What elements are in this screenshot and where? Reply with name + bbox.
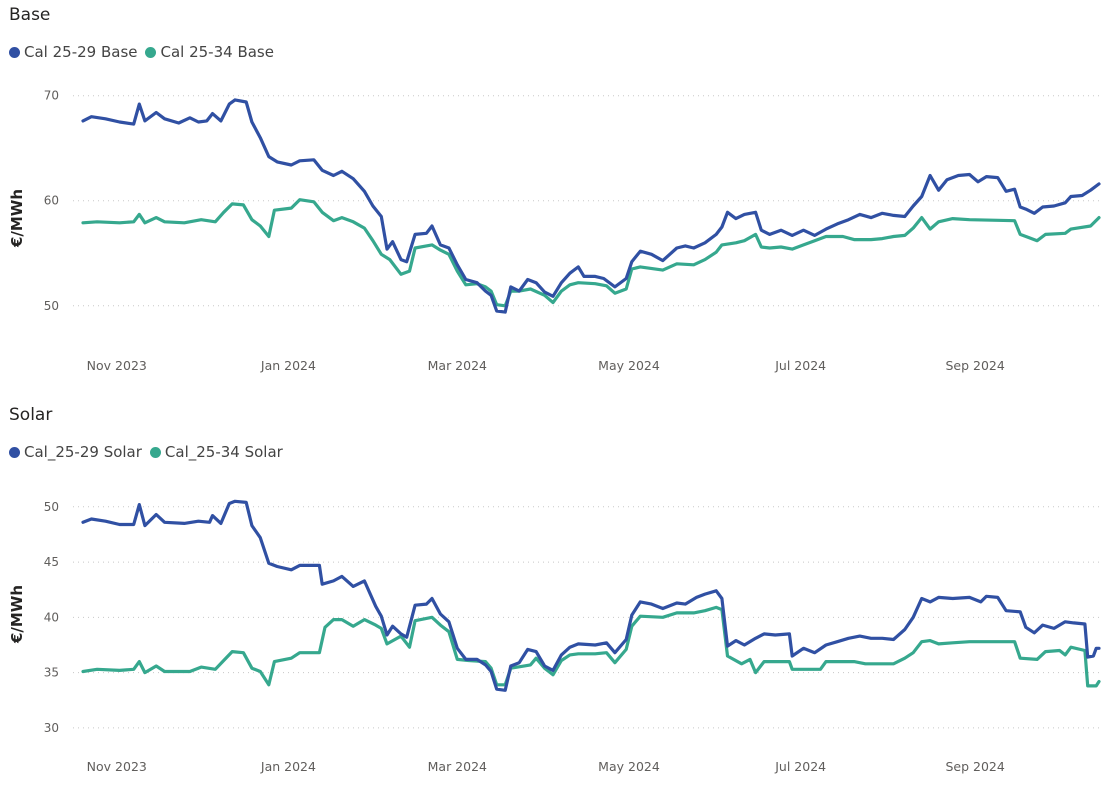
x-tick-label: May 2024	[598, 759, 660, 774]
y-tick-label: 40	[44, 610, 59, 624]
series-line-cal-25-34-base[interactable]	[81, 198, 1101, 308]
y-tick-label: 50	[44, 500, 59, 514]
legend-label: Cal_25-29 Solar	[24, 443, 142, 461]
base-chart-panel: 50 60 70 €/MWh Nov 2023 Jan 2024 Mar 2024 May 2…	[8, 5, 1102, 373]
y-tick-label: 50	[44, 299, 59, 313]
solar-legend: Cal_25-29 Solar Cal_25-34 Solar	[9, 443, 291, 461]
x-tick-label: Jan 2024	[260, 358, 316, 373]
legend-item-cal25-34-solar[interactable]: Cal_25-34 Solar	[149, 443, 283, 461]
legend-dot-icon	[145, 46, 157, 58]
x-tick-label: Sep 2024	[945, 358, 1004, 373]
x-tick-label: Jan 2024	[260, 759, 316, 774]
base-legend: Cal 25-29 Base Cal 25-34 Base	[9, 43, 282, 61]
x-tick-label: May 2024	[598, 358, 660, 373]
solar-chart-panel: 30 35 40 45 50 €/MWh Nov 2023 Jan 2024 Mar 2024 M…	[0, 400, 1117, 797]
series-line-cal-25-34-solar[interactable]	[81, 605, 1101, 688]
x-tick-label: Nov 2023	[87, 358, 147, 373]
y-tick-label: 70	[44, 89, 59, 103]
base-chart-title: Base	[9, 5, 51, 25]
series-line-cal-25-29-base[interactable]	[81, 98, 1101, 314]
legend-label: Cal 25-34 Base	[160, 43, 274, 61]
x-tick-label: Sep 2024	[945, 759, 1004, 774]
legend-item-cal25-29-solar[interactable]: Cal_25-29 Solar	[9, 443, 142, 461]
x-tick-label: Mar 2024	[428, 759, 487, 774]
y-tick-label: 60	[44, 194, 59, 208]
legend-dot-icon	[9, 446, 20, 458]
series-line-cal-25-29-solar[interactable]	[81, 499, 1101, 692]
legend-label: Cal_25-34 Solar	[164, 443, 283, 461]
legend-dot-icon	[149, 446, 161, 458]
x-tick-label: Jul 2024	[774, 358, 826, 373]
legend-dot-icon	[9, 46, 20, 58]
legend-item-cal25-29-base[interactable]: Cal 25-29 Base	[9, 43, 137, 61]
solar-line-chart: 30 35 40 45 50 €/MWh Nov 2023 Jan 2024 Mar 2024 M…	[8, 499, 1102, 774]
legend-label: Cal 25-29 Base	[24, 43, 138, 61]
y-tick-label: 30	[44, 721, 59, 735]
y-axis-title: €/MWh	[8, 189, 26, 248]
legend-item-cal25-34-base[interactable]: Cal 25-34 Base	[145, 43, 274, 61]
y-axis-title: €/MWh	[8, 585, 26, 644]
y-tick-label: 45	[44, 555, 59, 569]
y-tick-label: 35	[44, 666, 59, 680]
x-tick-label: Nov 2023	[87, 759, 147, 774]
x-tick-label: Jul 2024	[774, 759, 826, 774]
solar-chart-title: Solar	[9, 405, 53, 425]
base-line-chart: 50 60 70 €/MWh Nov 2023 Jan 2024 Mar 2024 May 2…	[8, 89, 1102, 373]
x-tick-label: Mar 2024	[428, 358, 487, 373]
